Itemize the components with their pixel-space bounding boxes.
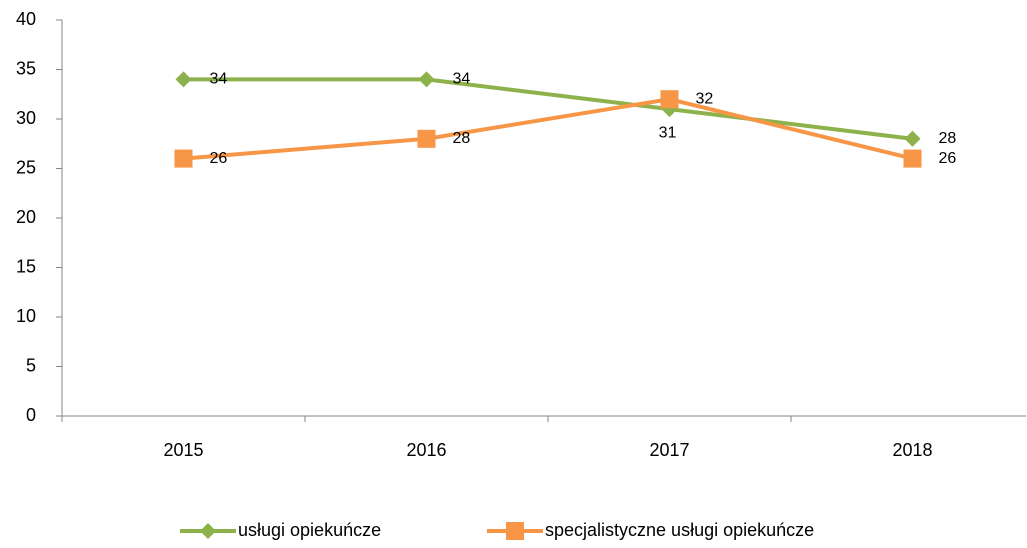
x-tick-label: 2018 <box>892 440 932 460</box>
data-label: 26 <box>939 150 957 167</box>
y-tick-label: 30 <box>16 108 36 128</box>
point <box>174 149 193 168</box>
data-label: 28 <box>453 130 471 147</box>
legend-marker <box>506 522 524 540</box>
x-tick-label: 2015 <box>163 440 203 460</box>
y-tick-label: 0 <box>26 405 36 425</box>
x-tick-label: 2017 <box>649 440 689 460</box>
series-line <box>183 97 913 161</box>
x-tick-label: 2016 <box>406 440 446 460</box>
data-label: 28 <box>939 130 957 147</box>
data-label: 31 <box>659 124 677 141</box>
y-tick-label: 25 <box>16 157 36 177</box>
y-tick-label: 35 <box>16 58 36 78</box>
legend-label: specjalistyczne usługi opiekuńcze <box>545 520 814 540</box>
point <box>175 71 192 88</box>
y-tick-label: 5 <box>26 355 36 375</box>
point <box>903 149 922 168</box>
legend-label: usługi opiekuńcze <box>238 520 381 540</box>
legend-marker <box>200 523 216 539</box>
data-label: 34 <box>210 71 228 88</box>
point <box>660 90 679 109</box>
point <box>417 129 436 148</box>
y-tick-label: 40 <box>16 9 36 29</box>
y-tick-label: 15 <box>16 256 36 276</box>
y-tick-label: 20 <box>16 207 36 227</box>
data-label: 32 <box>696 90 714 107</box>
point <box>904 130 921 147</box>
point <box>418 71 435 88</box>
series-line <box>183 77 913 141</box>
data-label: 34 <box>453 71 471 88</box>
y-tick-label: 10 <box>16 306 36 326</box>
data-label: 26 <box>210 150 228 167</box>
